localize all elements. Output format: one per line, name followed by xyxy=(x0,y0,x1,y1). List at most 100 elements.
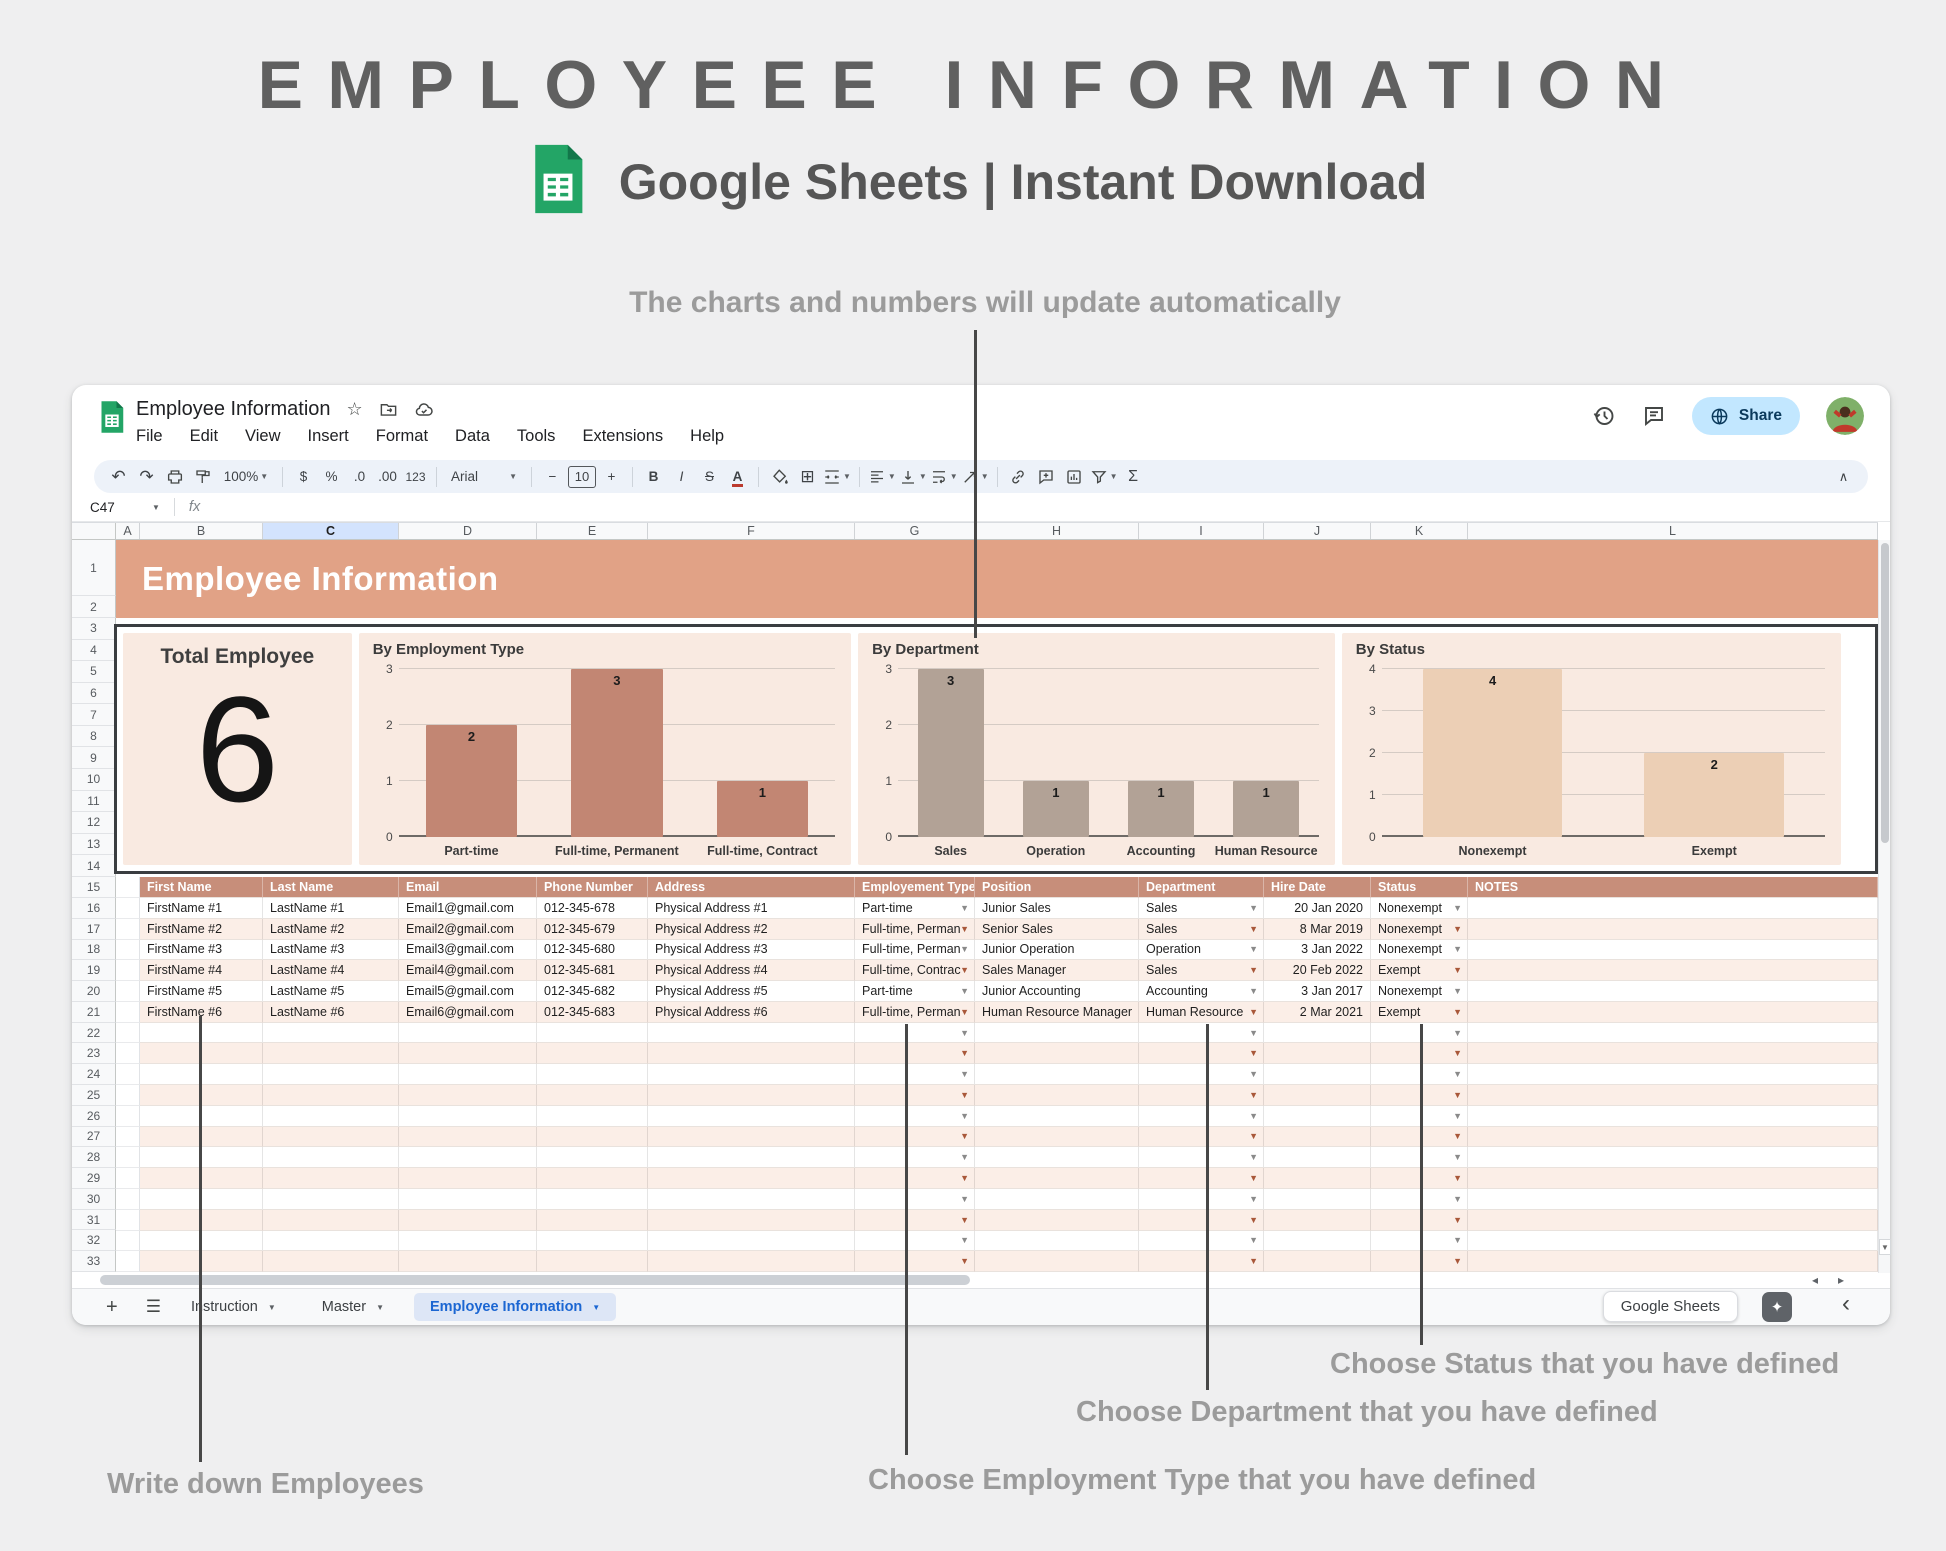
table-header-department[interactable]: Department xyxy=(1139,877,1264,898)
dropdown-arrow-icon[interactable]: ▼ xyxy=(1249,986,1258,997)
format-currency-button[interactable]: $ xyxy=(299,469,308,484)
cell[interactable] xyxy=(537,1251,648,1273)
cell[interactable] xyxy=(263,1085,399,1106)
dropdown-arrow-icon[interactable]: ▼ xyxy=(960,965,969,976)
cell[interactable] xyxy=(1468,1126,1878,1148)
table-header-email[interactable]: Email xyxy=(399,877,537,898)
cell[interactable]: LastName #2 xyxy=(263,918,399,940)
cell-empty[interactable] xyxy=(116,1188,140,1210)
cell[interactable]: Email6@gmail.com xyxy=(399,1001,537,1023)
cell[interactable] xyxy=(648,1064,855,1086)
dropdown-arrow-icon[interactable]: ▼ xyxy=(1453,1214,1462,1225)
cell[interactable] xyxy=(263,1168,399,1189)
cell[interactable] xyxy=(1468,1230,1878,1252)
cell[interactable]: Email2@gmail.com xyxy=(399,918,537,940)
cell[interactable]: ▼ xyxy=(1139,1105,1264,1127)
row-header-3[interactable]: 3 xyxy=(72,618,116,640)
dropdown-arrow-icon[interactable]: ▼ xyxy=(960,1048,969,1059)
cell[interactable]: 3 Jan 2017 xyxy=(1264,981,1371,1002)
dropdown-arrow-icon[interactable]: ▼ xyxy=(1249,1152,1258,1163)
dropdown-arrow-icon[interactable]: ▼ xyxy=(1453,1152,1462,1163)
cell[interactable]: ▼ xyxy=(1371,1064,1468,1086)
select-all-corner[interactable] xyxy=(72,523,116,539)
cell-empty[interactable] xyxy=(116,939,140,961)
cell[interactable]: Full-time, Perman ▼ xyxy=(855,918,975,940)
dropdown-arrow-icon[interactable]: ▼ xyxy=(1249,1069,1258,1080)
cell[interactable] xyxy=(537,1209,648,1231)
collapse-toolbar-button[interactable]: ∧ xyxy=(1838,468,1849,484)
cell[interactable] xyxy=(263,1188,399,1210)
cell[interactable]: FirstName #4 xyxy=(140,960,263,982)
cell[interactable]: Exempt ▼ xyxy=(1371,1001,1468,1023)
cell[interactable]: ▼ xyxy=(855,1085,975,1106)
cell[interactable] xyxy=(975,1022,1139,1044)
cell[interactable]: LastName #4 xyxy=(263,960,399,982)
cell[interactable] xyxy=(537,1168,648,1189)
dropdown-arrow-icon[interactable]: ▼ xyxy=(960,1027,969,1038)
dropdown-arrow-icon[interactable]: ▼ xyxy=(960,1006,969,1017)
cell[interactable]: LastName #6 xyxy=(263,1001,399,1023)
menu-extensions[interactable]: Extensions xyxy=(582,427,664,445)
cell[interactable]: ▼ xyxy=(1371,1022,1468,1044)
undo-button[interactable]: ↶ xyxy=(111,466,126,486)
decrease-decimal-button[interactable]: .0 xyxy=(353,469,366,484)
cell[interactable]: Nonexempt ▼ xyxy=(1371,939,1468,961)
cell[interactable] xyxy=(1468,1168,1878,1189)
cell[interactable] xyxy=(975,1251,1139,1273)
cell[interactable] xyxy=(399,1022,537,1044)
dropdown-arrow-icon[interactable]: ▼ xyxy=(1249,1256,1258,1267)
increase-font-size-button[interactable]: + xyxy=(607,469,616,484)
cell[interactable]: ▼ xyxy=(1371,1126,1468,1148)
cell[interactable] xyxy=(537,1064,648,1086)
dropdown-arrow-icon[interactable]: ▼ xyxy=(1453,1131,1462,1142)
cell[interactable] xyxy=(263,1251,399,1273)
cell[interactable] xyxy=(648,1209,855,1231)
explore-icon[interactable]: ✦ xyxy=(1762,1292,1792,1322)
row-header-25[interactable]: 25 xyxy=(72,1084,116,1106)
cell[interactable] xyxy=(1468,918,1878,940)
cell[interactable]: ▼ xyxy=(1139,1209,1264,1231)
dropdown-arrow-icon[interactable]: ▼ xyxy=(1249,1235,1258,1246)
row-header-9[interactable]: 9 xyxy=(72,747,116,770)
dashboard-charts[interactable]: Total Employee 6 By Employment Type 0 1 2 3 2 Pa… xyxy=(114,624,1878,874)
cell[interactable] xyxy=(1468,1251,1878,1273)
cell[interactable] xyxy=(1468,1085,1878,1106)
merge-cells-button[interactable]: ▼ xyxy=(823,464,851,490)
cell[interactable]: LastName #5 xyxy=(263,981,399,1002)
row-header-2[interactable]: 2 xyxy=(72,596,116,618)
row-header-22[interactable]: 22 xyxy=(72,1022,116,1044)
cell[interactable] xyxy=(648,1147,855,1169)
dropdown-arrow-icon[interactable]: ▼ xyxy=(1453,965,1462,976)
scroll-right-icon[interactable]: ▸ xyxy=(1837,1273,1844,1287)
cell[interactable] xyxy=(975,1064,1139,1086)
paint-format-button[interactable] xyxy=(190,464,215,490)
cell[interactable]: Physical Address #4 xyxy=(648,960,855,982)
cell-empty[interactable] xyxy=(116,1043,140,1065)
borders-button[interactable]: ⊞ xyxy=(800,466,815,486)
vertical-align-button[interactable]: ▼ xyxy=(899,464,927,490)
cell[interactable] xyxy=(648,1085,855,1106)
cell[interactable] xyxy=(1468,1209,1878,1231)
cell[interactable]: Operation ▼ xyxy=(1139,939,1264,961)
cell[interactable] xyxy=(263,1022,399,1044)
cell[interactable] xyxy=(537,1147,648,1169)
cell[interactable]: Physical Address #2 xyxy=(648,918,855,940)
zoom-select[interactable]: 100% ▼ xyxy=(223,469,269,484)
cell[interactable]: Email5@gmail.com xyxy=(399,981,537,1002)
cell[interactable]: Physical Address #3 xyxy=(648,939,855,961)
dropdown-arrow-icon[interactable]: ▼ xyxy=(1453,986,1462,997)
cell-empty[interactable] xyxy=(116,1147,140,1169)
comments-icon[interactable] xyxy=(1642,404,1666,428)
cell[interactable]: Sales ▼ xyxy=(1139,960,1264,982)
cell[interactable]: ▼ xyxy=(855,1105,975,1127)
cell[interactable]: Email3@gmail.com xyxy=(399,939,537,961)
cell-empty[interactable] xyxy=(116,898,140,919)
cell-empty[interactable] xyxy=(116,1001,140,1023)
cell[interactable]: Senior Sales xyxy=(975,918,1139,940)
dropdown-arrow-icon[interactable]: ▼ xyxy=(1453,1193,1462,1204)
cell[interactable] xyxy=(975,1043,1139,1065)
dropdown-arrow-icon[interactable]: ▼ xyxy=(1249,1214,1258,1225)
star-icon[interactable]: ☆ xyxy=(346,399,363,419)
cell[interactable] xyxy=(399,1168,537,1189)
cell-empty[interactable] xyxy=(116,1085,140,1106)
